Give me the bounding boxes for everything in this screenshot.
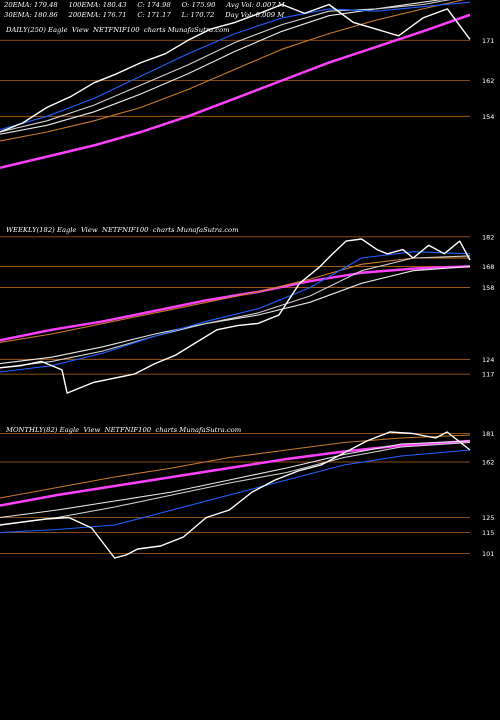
y-tick-label: 181 — [482, 430, 494, 438]
series-line-20ema — [0, 1, 471, 131]
series-line-50ema — [0, 0, 443, 135]
header-row-2: 30EMA: 180.86 200EMA: 176.71 C: 171.17 L… — [4, 11, 285, 19]
weekly-panel: 182 168 158 124 117 WEEKLY(182) Eagle View N… — [0, 220, 500, 410]
monthly-panel: 181 162 125 115 101 MONTHLY(82) Eagle View N… — [0, 420, 500, 600]
series-line-200ema — [0, 265, 471, 342]
series-line-20ema — [0, 251, 471, 373]
monthly-chart-label: MONTHLY(82) Eagle View NETFNIF100 charts… — [6, 426, 242, 434]
daily-chart: 171 162 154 — [0, 0, 494, 170]
series-line-price — [0, 431, 471, 559]
weekly-chart: 182 168 158 124 117 — [0, 233, 494, 394]
series-line-30ema — [0, 0, 451, 133]
series-line-100ema — [0, 257, 470, 343]
monthly-chart: 181 162 125 115 101 — [0, 430, 494, 559]
series-line-200ema — [0, 439, 471, 507]
y-tick-label: 101 — [482, 550, 494, 558]
series-line-20ema — [0, 449, 471, 534]
daily-panel: 171 162 154 DAILY(250) Eagle View NETFNIF1… — [0, 0, 500, 170]
series-line-50ema — [0, 265, 471, 365]
series-line-50ema — [0, 440, 471, 519]
y-tick-label: 182 — [482, 233, 494, 241]
series-line-30ema — [0, 255, 471, 369]
y-tick-label: 125 — [482, 514, 494, 522]
y-tick-label: 124 — [482, 356, 494, 364]
y-tick-label: 154 — [482, 113, 494, 121]
y-tick-label: 162 — [482, 77, 494, 85]
series-line-30ema — [0, 441, 471, 526]
y-tick-label: 117 — [482, 371, 494, 379]
series-line-price — [0, 238, 471, 394]
header-row-1: 20EMA: 179.48 100EMA: 180.43 C: 174.98 O… — [4, 1, 285, 9]
series-line-100ema — [0, 434, 471, 499]
y-tick-label: 162 — [482, 459, 494, 467]
y-tick-label: 171 — [482, 37, 494, 45]
y-tick-label: 168 — [482, 263, 494, 271]
series-line-price — [0, 3, 471, 133]
series-line-200ema — [0, 13, 471, 170]
weekly-chart-label: WEEKLY(182) Eagle View NETFNIF100 charts… — [6, 226, 239, 234]
daily-chart-label: DAILY(250) Eagle View NETFNIF100 charts … — [6, 26, 230, 34]
y-tick-label: 158 — [482, 284, 494, 292]
series-line-100ema — [0, 0, 465, 142]
y-tick-label: 115 — [482, 529, 494, 537]
